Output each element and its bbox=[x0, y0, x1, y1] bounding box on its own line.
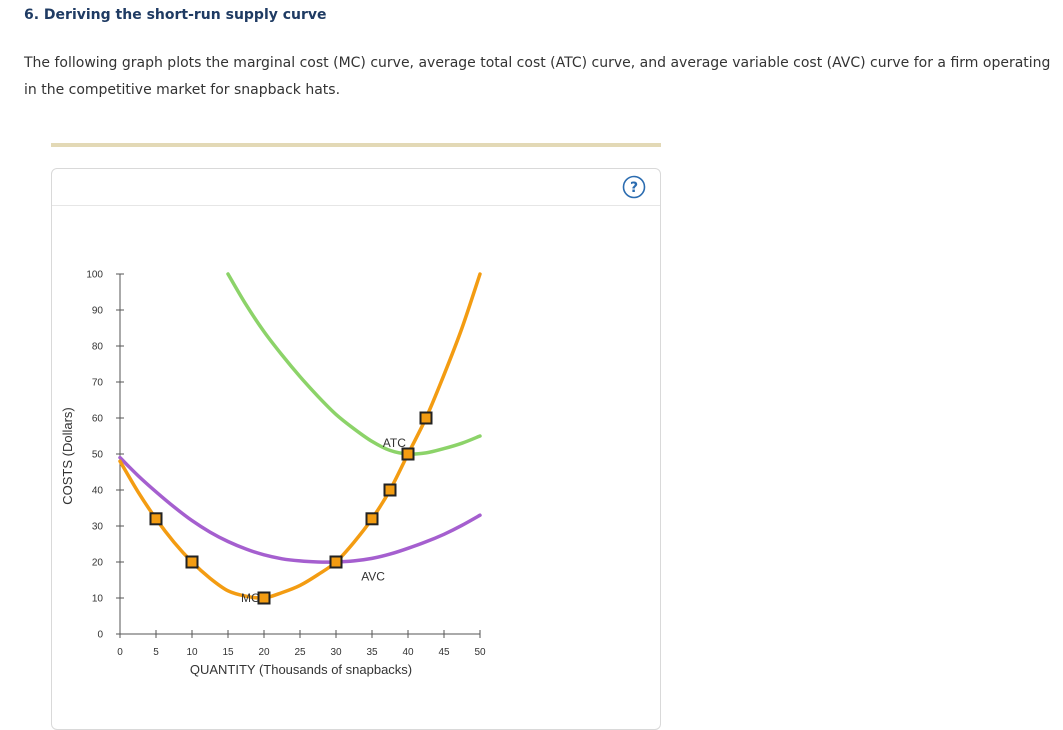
y-tick-label: 70 bbox=[92, 378, 104, 389]
x-tick-label: 45 bbox=[438, 647, 450, 658]
y-tick-label: 100 bbox=[86, 270, 103, 281]
mc-curve bbox=[118, 272, 482, 600]
mc-curve-label: MC bbox=[241, 591, 260, 605]
y-tick-label: 90 bbox=[92, 306, 104, 317]
mc-point-marker bbox=[419, 411, 433, 425]
question-intro: The following graph plots the marginal c… bbox=[24, 55, 1051, 98]
mc-point-marker bbox=[185, 555, 199, 569]
x-tick-label: 5 bbox=[153, 647, 159, 658]
mc-point-marker bbox=[329, 555, 343, 569]
x-axis-title: QUANTITY (Thousands of snapbacks) bbox=[190, 662, 412, 677]
graph-panel-header: ? bbox=[52, 169, 660, 206]
x-tick-label: 35 bbox=[366, 647, 378, 658]
mc-point-marker bbox=[365, 512, 379, 526]
mc-point-marker bbox=[257, 591, 271, 605]
x-tick-label: 30 bbox=[330, 647, 342, 658]
graph-panel: ? 0 5 10 15 20 25 30 35 40 45 50 0 10 20 30 40 50 60 70 80 9… bbox=[51, 168, 661, 730]
x-tick-label: 15 bbox=[222, 647, 234, 658]
x-tick-label: 0 bbox=[117, 647, 123, 658]
atc-curve-label: ATC bbox=[383, 436, 406, 450]
x-tick-label: 25 bbox=[294, 647, 306, 658]
y-tick-label: 60 bbox=[92, 414, 104, 425]
atc-curve bbox=[226, 272, 482, 456]
y-tick-label: 10 bbox=[92, 594, 104, 605]
y-tick-label: 50 bbox=[92, 450, 104, 461]
x-tick-label: 50 bbox=[474, 647, 486, 658]
question-title: 6. Deriving the short-run supply curve bbox=[24, 7, 327, 23]
avc-curve-label: AVC bbox=[361, 569, 385, 583]
x-tick-label: 40 bbox=[402, 647, 414, 658]
mc-point-marker bbox=[149, 512, 163, 526]
question-circle-icon[interactable]: ? bbox=[622, 175, 646, 199]
avc-curve bbox=[118, 455, 482, 564]
mc-point-marker bbox=[383, 483, 397, 497]
y-tick-label: 30 bbox=[92, 522, 104, 533]
y-tick-label: 20 bbox=[92, 558, 104, 569]
x-tick-label: 10 bbox=[186, 647, 198, 658]
y-tick-label: 80 bbox=[92, 342, 104, 353]
section-divider bbox=[51, 143, 661, 147]
cost-curves-chart: 0 5 10 15 20 25 30 35 40 45 50 0 10 20 30 40 50 60 70 80 90 1… bbox=[60, 270, 486, 678]
help-icon-label: ? bbox=[630, 180, 638, 196]
mc-point-marker bbox=[401, 447, 415, 461]
y-tick-label: 40 bbox=[92, 486, 104, 497]
y-tick-label: 0 bbox=[97, 630, 103, 641]
y-axis-title: COSTS (Dollars) bbox=[60, 407, 75, 505]
x-tick-label: 20 bbox=[258, 647, 270, 658]
